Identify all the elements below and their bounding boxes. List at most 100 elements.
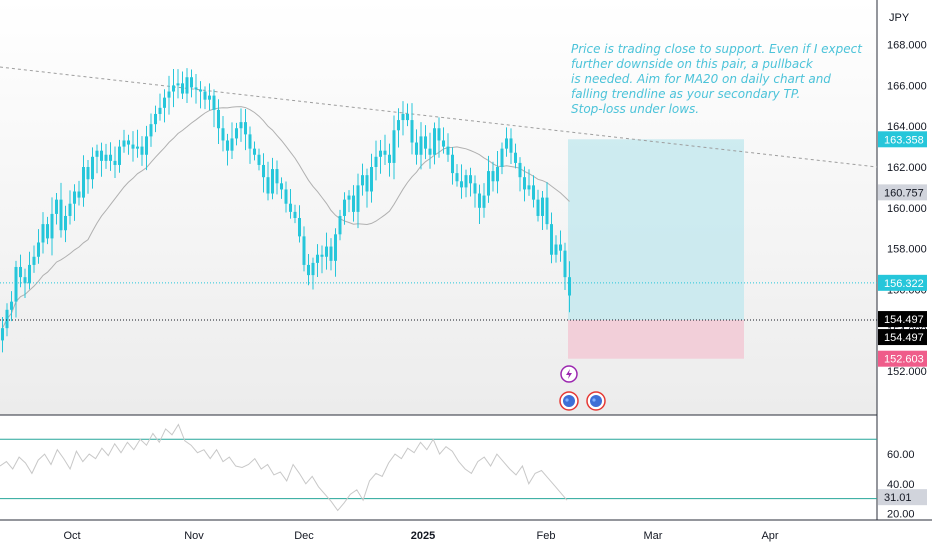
candle-body bbox=[1, 328, 4, 341]
candle-body bbox=[32, 256, 36, 265]
candle-body bbox=[518, 162, 522, 178]
candle-body bbox=[14, 266, 18, 302]
candle-body bbox=[415, 142, 418, 155]
candle-body bbox=[127, 140, 130, 145]
candle-body bbox=[379, 150, 382, 157]
price-tick-label: 158.000 bbox=[887, 244, 927, 256]
candle-body bbox=[100, 150, 103, 161]
candle-body bbox=[496, 167, 499, 182]
entry-price-badge-2-bg bbox=[878, 329, 927, 346]
candle-body bbox=[86, 167, 90, 180]
price-tick-label: 162.000 bbox=[887, 162, 927, 174]
candle-body bbox=[352, 195, 355, 212]
candle-body bbox=[28, 264, 31, 284]
entry-price-badge: 154.497 bbox=[884, 314, 924, 326]
candle-body bbox=[104, 154, 108, 161]
candle-body bbox=[113, 160, 117, 165]
candle-body bbox=[149, 124, 153, 137]
candle-body bbox=[262, 164, 265, 178]
candle-body bbox=[208, 95, 211, 100]
rsi-axis[interactable]: 20.00 40.00 60.00 bbox=[887, 449, 915, 520]
candle-body bbox=[212, 95, 216, 110]
candle-body bbox=[221, 128, 225, 141]
candle-body bbox=[343, 199, 346, 216]
candle-body bbox=[19, 266, 22, 278]
entry-price-badge-bg bbox=[878, 311, 927, 328]
stop-loss-zone bbox=[568, 320, 744, 359]
earth-event-icon[interactable] bbox=[559, 391, 579, 411]
candle-body bbox=[487, 171, 490, 196]
rsi-value-badge: 31.01 bbox=[884, 492, 912, 504]
candle-body bbox=[41, 224, 45, 243]
ma20-line bbox=[2, 106, 570, 329]
price-badges: 163.358 160.757 156.322 154.497 154.497 152.6… bbox=[878, 131, 927, 506]
tp-price-badge: 163.358 bbox=[884, 134, 924, 146]
time-tick-label: Apr bbox=[761, 530, 778, 542]
candle-body bbox=[397, 120, 400, 131]
candle-body bbox=[527, 185, 531, 190]
candle-body bbox=[145, 136, 148, 155]
candle-body bbox=[284, 189, 288, 204]
candle-body bbox=[550, 224, 553, 255]
candle-body bbox=[545, 197, 549, 225]
candle-body bbox=[568, 277, 571, 296]
candle-body bbox=[433, 128, 436, 155]
candle-body bbox=[442, 140, 445, 147]
earth-land bbox=[592, 398, 596, 402]
earth-event-icon[interactable] bbox=[586, 391, 606, 411]
sl-price-badge: 152.603 bbox=[884, 354, 924, 366]
candle-body bbox=[167, 91, 171, 98]
candle-body bbox=[154, 113, 157, 125]
close-price-badge-bg bbox=[878, 184, 927, 201]
candle-body bbox=[194, 87, 198, 90]
earth-land bbox=[565, 398, 569, 402]
candle-body bbox=[10, 301, 13, 310]
candle-body bbox=[136, 146, 139, 149]
annotation-line-5: Stop-loss under lows. bbox=[571, 102, 699, 116]
candle-body bbox=[73, 191, 76, 204]
last-price-badge-bg bbox=[878, 274, 927, 291]
take-profit-zone bbox=[568, 139, 744, 321]
candle-body bbox=[325, 246, 328, 257]
candle-body bbox=[316, 254, 319, 263]
candle-body bbox=[541, 197, 544, 216]
price-tick-label: 168.000 bbox=[887, 40, 927, 52]
earth-globe bbox=[563, 395, 575, 407]
candle-body bbox=[554, 244, 558, 255]
candle-body bbox=[280, 183, 283, 190]
candle-body bbox=[532, 185, 535, 200]
close-price-badge: 160.757 bbox=[884, 187, 924, 199]
candle-body bbox=[217, 109, 220, 129]
entry-price-badge-2: 154.497 bbox=[884, 332, 924, 344]
time-tick-label: Mar bbox=[644, 530, 663, 542]
candle-body bbox=[50, 213, 54, 239]
candle-body bbox=[289, 203, 292, 212]
candle-body bbox=[158, 107, 162, 114]
candle-body bbox=[118, 146, 121, 165]
sl-price-badge-bg bbox=[878, 350, 927, 367]
tp-price-badge-bg bbox=[878, 131, 927, 148]
candle-body bbox=[401, 113, 405, 121]
rsi-tick-label: 20.00 bbox=[887, 509, 915, 521]
price-axis[interactable]: 152.000154.000156.000158.000160.000162.0… bbox=[887, 40, 927, 378]
rsi-value-badge-bg bbox=[878, 489, 927, 506]
candle-body bbox=[64, 215, 67, 231]
lightning-event-icon[interactable] bbox=[560, 365, 578, 383]
candle-body bbox=[446, 146, 450, 155]
event-markers[interactable] bbox=[559, 365, 606, 411]
candle-body bbox=[329, 246, 333, 261]
price-tick-label: 160.000 bbox=[887, 203, 927, 215]
candle-body bbox=[419, 136, 423, 155]
time-tick-label: Dec bbox=[294, 530, 314, 542]
candle-body bbox=[163, 97, 166, 108]
candle-body bbox=[55, 199, 58, 214]
lightning-glyph bbox=[566, 369, 572, 379]
candle-body bbox=[230, 138, 234, 151]
price-lines bbox=[0, 282, 877, 321]
time-axis[interactable]: Oct Nov Dec 2025 Feb Mar Apr bbox=[63, 530, 778, 542]
candle-body bbox=[5, 309, 9, 329]
price-tick-label: 164.000 bbox=[887, 121, 927, 133]
candle-body bbox=[172, 85, 175, 92]
